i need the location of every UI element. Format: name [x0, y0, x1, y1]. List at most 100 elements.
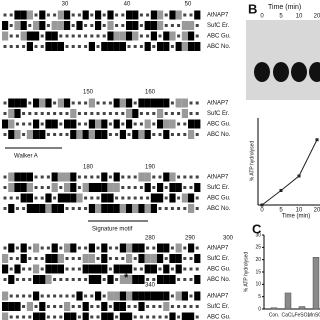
residue-box — [33, 130, 40, 139]
residue-box — [126, 291, 133, 301]
residue-mark — [59, 278, 63, 281]
residue-mark — [102, 34, 106, 38]
residue-box — [113, 291, 120, 301]
residue-box — [181, 42, 188, 51]
residue-box — [163, 98, 170, 108]
residue-box — [181, 193, 188, 203]
residue-mark — [65, 267, 69, 271]
y-tick-label: 10 — [255, 282, 261, 288]
lane-label: 0 — [260, 14, 264, 20]
residue-box — [138, 243, 145, 253]
residue-mark — [15, 207, 19, 210]
residue-mark — [77, 101, 81, 105]
residue-mark — [3, 45, 7, 48]
data-point — [279, 189, 283, 192]
residue-box — [157, 21, 164, 30]
residue-box — [57, 193, 64, 203]
residue-box — [150, 291, 157, 301]
residue-mark — [40, 186, 44, 189]
residue-box — [188, 130, 195, 139]
species-label: SufC Er. — [207, 304, 230, 310]
residue-box — [26, 42, 33, 51]
residue-mark — [9, 294, 13, 298]
residue-mark — [146, 305, 150, 308]
spot — [309, 62, 320, 82]
residue-box — [119, 302, 126, 311]
residue-mark — [90, 24, 94, 27]
residue-mark — [170, 294, 174, 298]
residue-mark — [195, 246, 199, 250]
residue-mark — [46, 294, 50, 298]
residue-box — [88, 119, 95, 129]
residue-box — [20, 183, 27, 192]
residue-box — [101, 243, 108, 253]
residue-box — [57, 10, 64, 20]
residue-mark — [34, 175, 38, 179]
residue-mark — [28, 24, 32, 27]
species-label: AtNAP7 — [207, 175, 229, 181]
residue-box — [113, 119, 120, 129]
residue-mark — [34, 45, 38, 48]
residue-box — [181, 291, 188, 301]
residue-mark — [177, 305, 181, 308]
residue-box — [82, 264, 89, 274]
residue-box — [175, 42, 182, 51]
residue-mark — [84, 278, 88, 281]
residue-mark — [84, 122, 88, 126]
residue-mark — [96, 175, 100, 179]
residue-mark — [139, 186, 143, 189]
residue-mark — [146, 196, 150, 200]
residue-mark — [28, 267, 32, 271]
residue-box — [144, 98, 151, 108]
residue-box — [51, 119, 58, 129]
residue-mark — [46, 24, 50, 27]
residue-box — [188, 31, 195, 41]
residue-mark — [108, 112, 112, 115]
x-tick-label: 0 — [260, 208, 264, 214]
residue-mark — [152, 45, 156, 48]
residue-mark — [84, 294, 88, 298]
species-label: SufC Er. — [207, 256, 230, 262]
residue-box — [113, 264, 120, 274]
residue-box — [45, 264, 52, 274]
y-axis-label: % ATP hydrolysed — [243, 252, 249, 293]
residue-box — [138, 302, 145, 311]
residue-box — [144, 264, 151, 274]
residue-mark — [164, 13, 168, 17]
residue-mark — [59, 246, 63, 250]
species-label: ABC Gu. — [207, 34, 231, 40]
residue-mark — [46, 175, 50, 179]
residue-box — [113, 172, 120, 182]
residue-mark — [108, 133, 112, 136]
residue-mark — [84, 24, 88, 27]
residue-box — [45, 42, 52, 51]
residue-mark — [152, 278, 156, 281]
residue-box — [157, 98, 164, 108]
residue-box — [33, 312, 40, 320]
residue-box — [188, 119, 195, 129]
residue-mark — [40, 45, 44, 48]
residue-box — [132, 275, 139, 284]
residue-mark — [3, 13, 7, 17]
residue-box — [194, 119, 201, 129]
residue-mark — [133, 186, 137, 189]
residue-box — [169, 10, 176, 20]
residue-box — [26, 130, 33, 139]
residue-box — [64, 10, 71, 20]
residue-mark — [195, 34, 199, 38]
residue-box — [82, 130, 89, 139]
residue-mark — [96, 34, 100, 38]
residue-mark — [53, 112, 57, 115]
residue-mark — [90, 294, 94, 298]
residue-mark — [189, 278, 193, 281]
residue-mark — [40, 196, 44, 200]
residue-mark — [183, 13, 187, 17]
residue-box — [14, 98, 21, 108]
y-tick-label: 25 — [255, 245, 261, 251]
residue-mark — [177, 315, 181, 319]
residue-box — [144, 183, 151, 192]
residue-mark — [46, 133, 50, 136]
residue-mark — [28, 122, 32, 126]
residue-mark — [71, 267, 75, 271]
residue-box — [150, 264, 157, 274]
